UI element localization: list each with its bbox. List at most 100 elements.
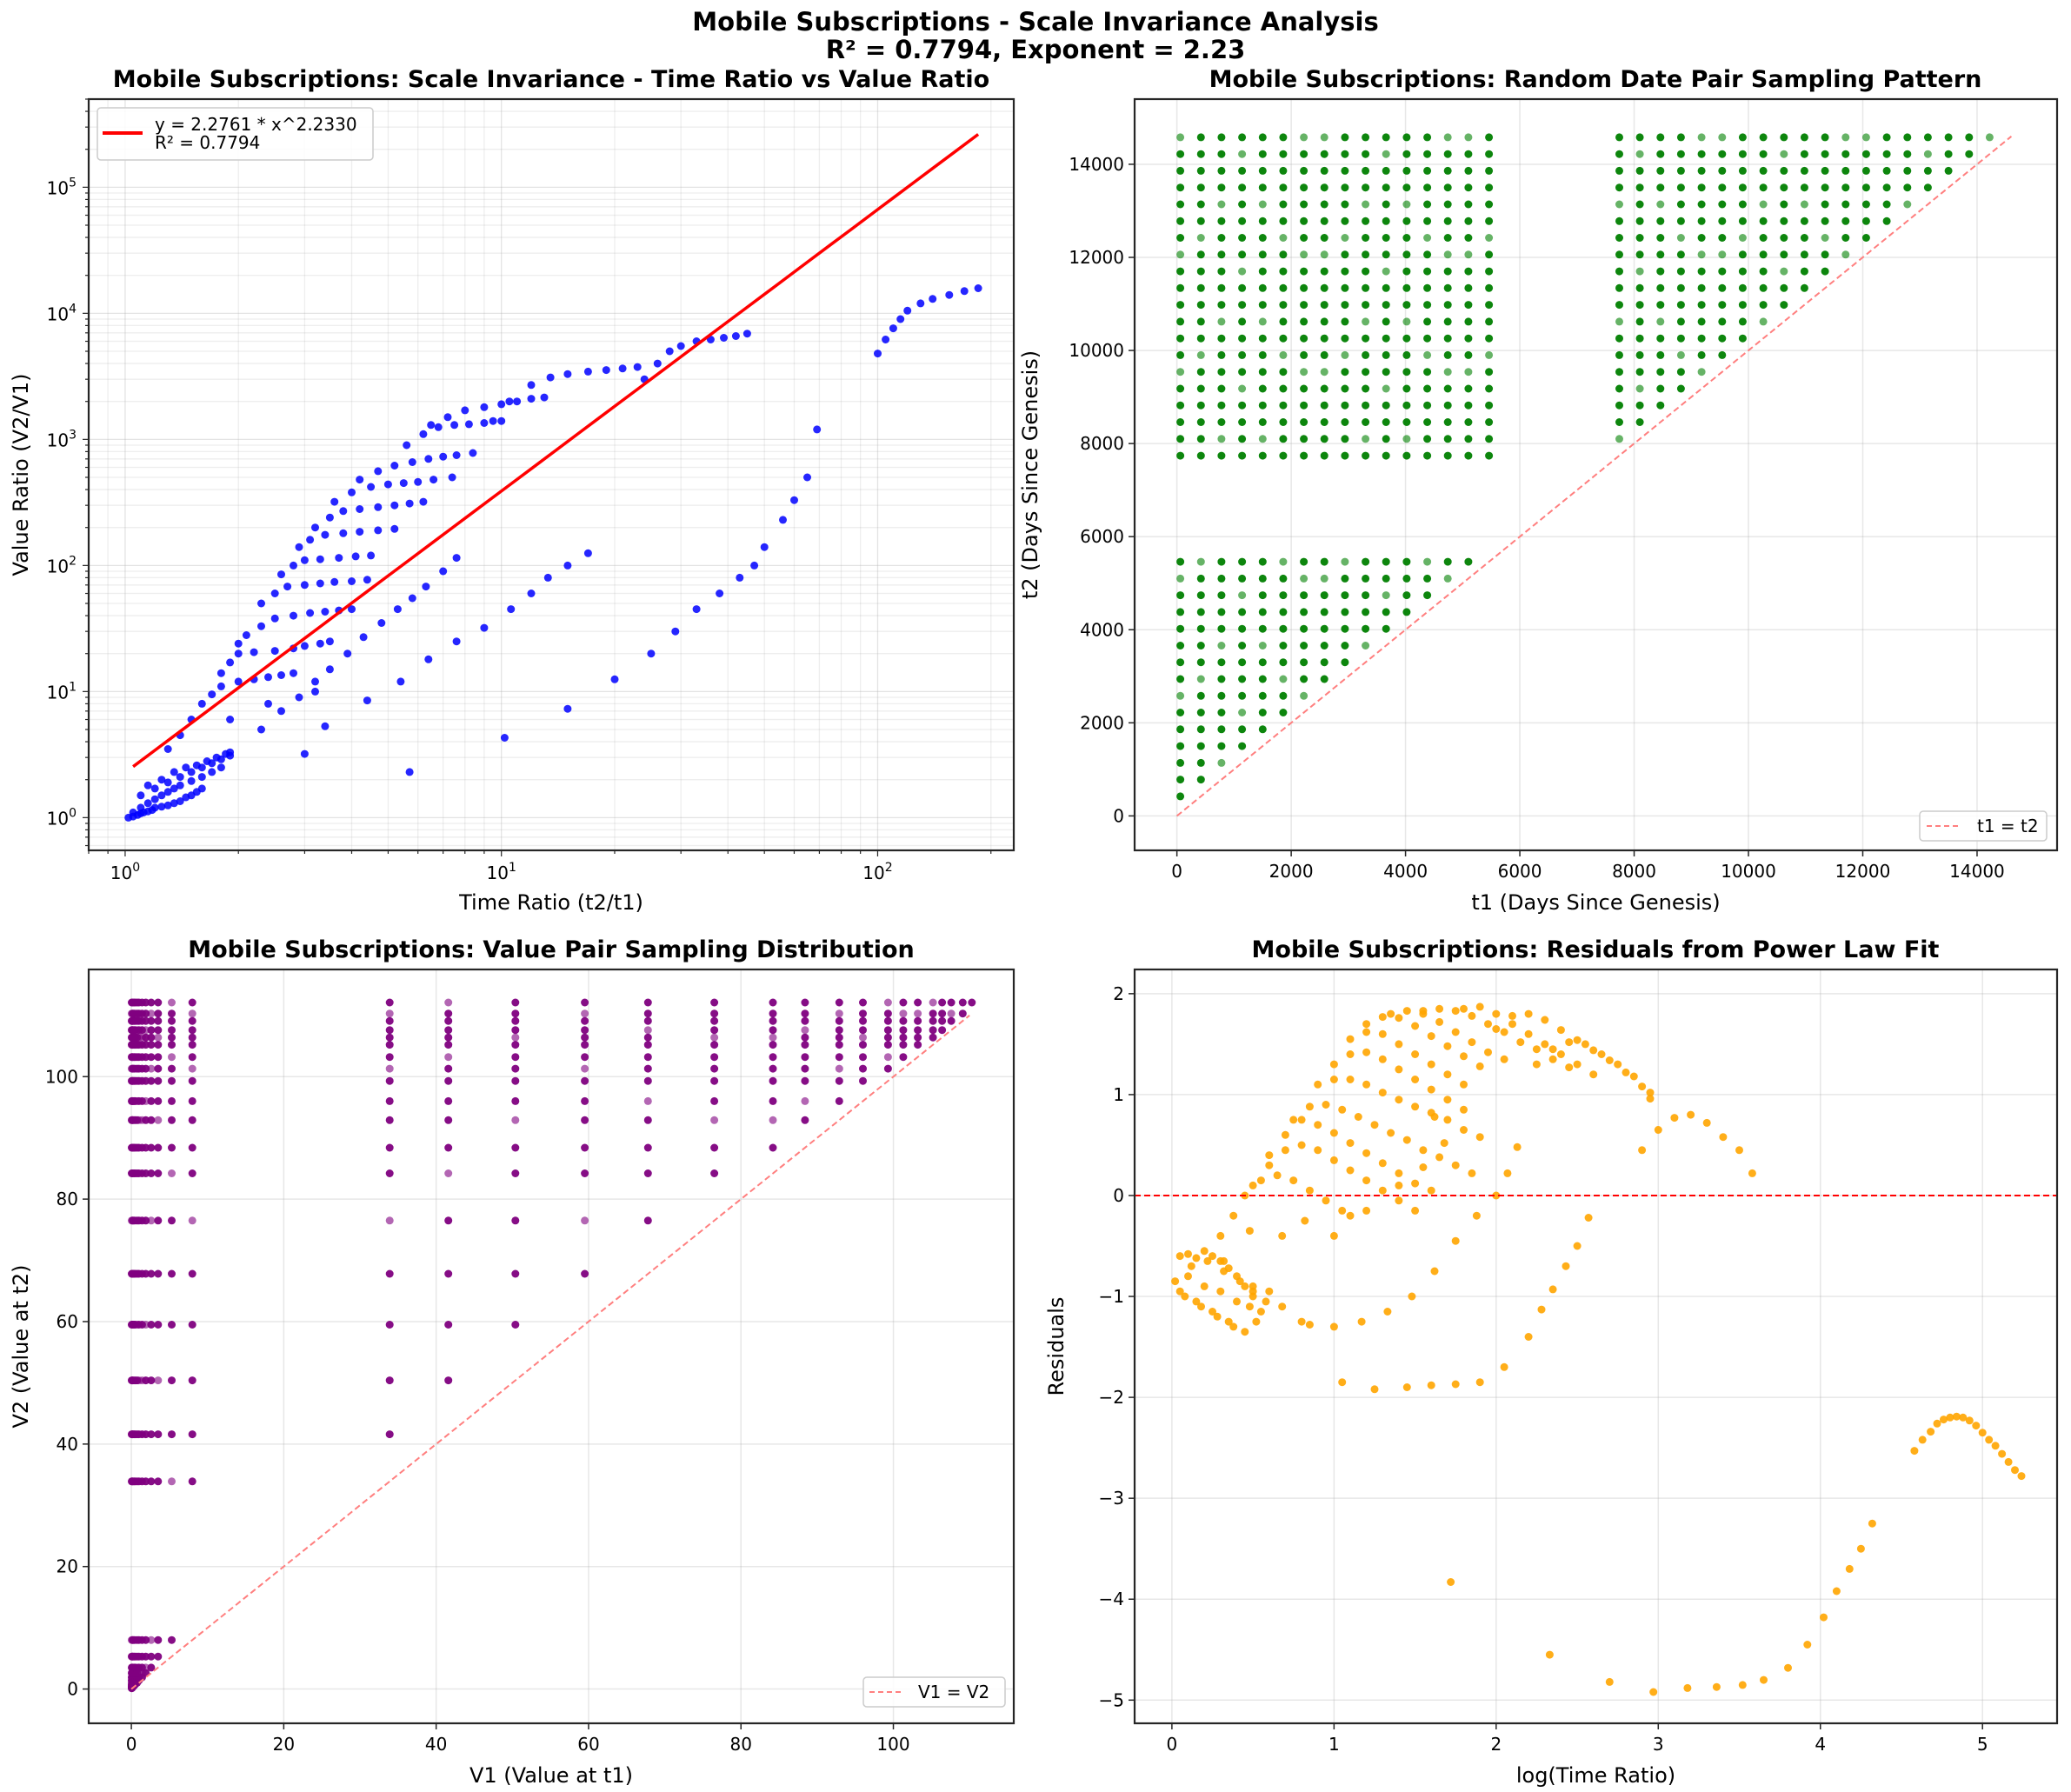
- data-point: [859, 1009, 867, 1018]
- data-point: [692, 605, 701, 614]
- data-point: [1305, 1186, 1314, 1195]
- data-point: [197, 784, 206, 793]
- data-point: [1341, 658, 1349, 667]
- data-point: [1485, 200, 1494, 209]
- data-point: [374, 526, 383, 535]
- data-point: [1320, 183, 1329, 192]
- data-point: [1615, 250, 1623, 259]
- data-point: [393, 605, 402, 614]
- data-point: [1443, 574, 1452, 583]
- data-point: [385, 1430, 394, 1439]
- data-point: [1176, 234, 1185, 242]
- data-point: [1279, 691, 1288, 700]
- data-point: [1300, 557, 1309, 566]
- data-point: [1196, 451, 1205, 460]
- data-point: [769, 1096, 777, 1105]
- data-point: [914, 998, 922, 1007]
- data-point: [1176, 624, 1185, 633]
- data-point: [1217, 317, 1226, 326]
- diagonal-reference-line: [1176, 136, 2013, 817]
- data-point: [1196, 384, 1205, 393]
- data-point: [1217, 234, 1226, 242]
- data-point: [1780, 234, 1788, 242]
- data-point: [1475, 1133, 1484, 1142]
- data-point: [154, 1116, 163, 1124]
- data-point: [1402, 200, 1411, 209]
- data-point: [1338, 1378, 1347, 1387]
- data-point: [1451, 1007, 1460, 1016]
- data-point: [1258, 267, 1267, 276]
- data-point: [1217, 150, 1226, 158]
- data-point: [2004, 1457, 2013, 1466]
- data-point: [1362, 384, 1370, 393]
- data-point: [835, 1016, 843, 1025]
- data-point: [142, 1096, 150, 1105]
- data-point: [1279, 250, 1288, 259]
- data-point: [464, 420, 473, 429]
- data-point: [710, 1041, 719, 1049]
- data-point: [1362, 1176, 1371, 1185]
- y-axis-label: Residuals: [1044, 1297, 1069, 1396]
- data-point: [1196, 675, 1205, 683]
- data-point: [1320, 217, 1329, 225]
- data-point: [643, 1216, 652, 1225]
- data-point: [581, 1269, 589, 1278]
- data-point: [1615, 166, 1623, 175]
- data-point: [1605, 1056, 1614, 1064]
- data-point: [710, 1033, 719, 1042]
- data-point: [1176, 317, 1185, 326]
- data-point: [1341, 350, 1349, 359]
- y-tick-exponent: 4: [69, 302, 77, 316]
- data-point: [1464, 317, 1473, 326]
- data-point: [444, 1041, 453, 1049]
- data-point: [1464, 435, 1473, 443]
- data-point: [1362, 250, 1370, 259]
- data-point: [1258, 624, 1267, 633]
- data-point: [1738, 217, 1747, 225]
- data-point: [1573, 1036, 1582, 1044]
- y-tick-label: −4: [1099, 1589, 1124, 1609]
- data-point: [1176, 301, 1185, 310]
- data-point: [1238, 133, 1247, 142]
- data-point: [1759, 166, 1768, 175]
- data-point: [216, 763, 225, 772]
- data-point: [1238, 200, 1247, 209]
- data-point: [1229, 1322, 1238, 1331]
- data-point: [769, 1009, 777, 1018]
- data-point: [1176, 776, 1185, 784]
- data-point: [448, 473, 456, 482]
- data-point: [188, 1430, 196, 1439]
- data-point: [1614, 1060, 1622, 1069]
- data-point: [1423, 267, 1432, 276]
- data-point: [903, 306, 912, 315]
- data-point: [1300, 658, 1309, 667]
- data-point: [1589, 1070, 1598, 1079]
- data-point: [1402, 334, 1411, 343]
- data-point: [424, 655, 433, 663]
- data-point: [1780, 166, 1788, 175]
- data-point: [1464, 234, 1473, 242]
- data-point: [835, 998, 843, 1007]
- data-point: [1780, 200, 1788, 209]
- data-point: [444, 1216, 453, 1225]
- data-point: [1320, 317, 1329, 326]
- data-point: [1492, 1025, 1501, 1033]
- axes-frame: [87, 97, 1016, 852]
- x-tick-label: 0: [1171, 861, 1182, 882]
- data-point: [1300, 200, 1309, 209]
- data-point: [835, 1009, 843, 1018]
- data-point: [1362, 1206, 1371, 1215]
- data-point: [1419, 1146, 1428, 1155]
- data-point: [188, 1376, 196, 1385]
- data-point: [1176, 691, 1185, 700]
- x-tick-label: 8000: [1612, 861, 1656, 882]
- y-tick-label: 12000: [1069, 247, 1124, 268]
- data-point: [163, 778, 172, 787]
- data-point: [643, 1169, 652, 1177]
- data-point: [142, 1041, 150, 1049]
- data-point: [1278, 1231, 1287, 1240]
- data-point: [142, 1143, 150, 1152]
- data-point: [1443, 334, 1452, 343]
- data-point: [385, 1064, 394, 1073]
- data-point: [168, 1041, 176, 1049]
